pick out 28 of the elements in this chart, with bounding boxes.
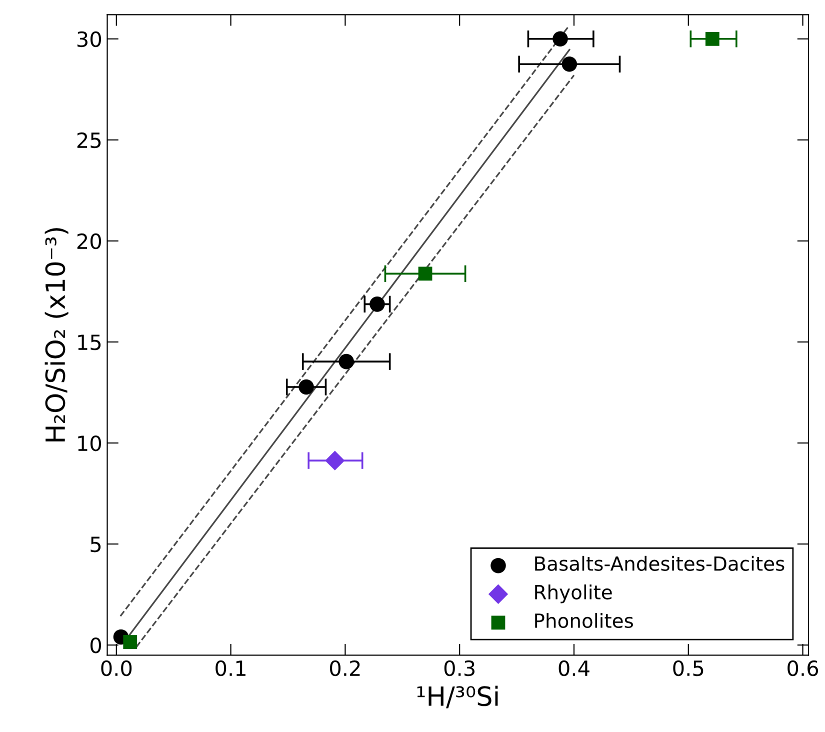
legend-label: Phonolites — [535, 612, 633, 628]
legend-label: Rhyolite — [535, 584, 612, 604]
legend-label: Basalts-Andesites-Dacites — [535, 556, 784, 571]
x-tick-label: 0.3 — [444, 660, 474, 676]
point — [418, 266, 432, 281]
point — [552, 31, 568, 47]
point — [705, 32, 720, 46]
x-tick-label: 0.0 — [101, 660, 132, 676]
x-tick-label: 0.6 — [788, 660, 818, 676]
x-tick-label: 0.5 — [673, 660, 704, 676]
x-axis-title: ¹H/³⁰Si — [417, 686, 498, 708]
point — [338, 354, 354, 370]
y-tick-label: 5 — [90, 536, 101, 552]
y-tick-label: 0 — [90, 637, 102, 654]
x-tick-label: 0.4 — [558, 660, 590, 676]
point — [562, 56, 578, 72]
point — [325, 450, 345, 470]
y-tick-label: 25 — [77, 132, 101, 148]
x-tick-label: 0.2 — [330, 660, 360, 676]
y-tick-label: 10 — [78, 435, 102, 452]
y-tick-label: 30 — [77, 31, 102, 48]
y-axis-title: H₂O/SiO₂ (x10⁻³) — [44, 228, 68, 442]
point — [298, 379, 314, 395]
x-tick-label: 0.1 — [216, 660, 246, 676]
point — [123, 635, 138, 649]
y-tick-label: 20 — [77, 233, 102, 250]
y-tick-label: 15 — [78, 334, 101, 350]
point — [370, 296, 385, 312]
